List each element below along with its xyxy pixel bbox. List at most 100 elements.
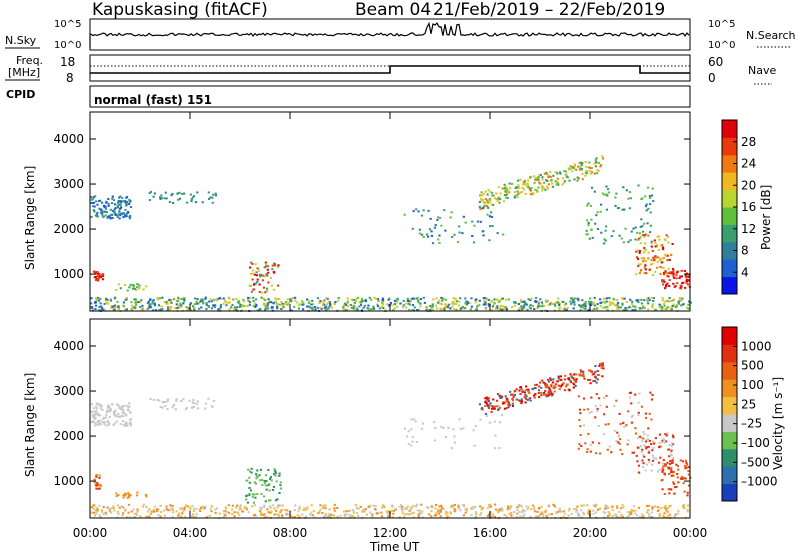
echo-cell <box>104 416 108 419</box>
echo-cell <box>478 299 481 302</box>
echo-cell <box>501 509 504 512</box>
echo-cell <box>484 198 487 201</box>
echo-cell <box>259 479 262 482</box>
echo-cell <box>544 383 547 386</box>
echo-cell <box>462 503 465 506</box>
echo-cell <box>660 308 663 311</box>
echo-cell <box>488 239 491 242</box>
echo-cell <box>210 300 213 303</box>
echo-cell <box>489 199 492 202</box>
echo-cell <box>330 513 333 516</box>
echo-cell <box>554 386 557 389</box>
echo-cell <box>438 217 442 220</box>
echo-cell <box>133 515 137 518</box>
echo-cell <box>352 307 355 310</box>
echo-cell <box>538 173 541 176</box>
echo-cell <box>286 303 289 306</box>
echo-cell <box>548 175 551 178</box>
echo-cell <box>459 427 462 430</box>
echo-cell <box>498 301 501 304</box>
echo-cell <box>672 274 675 277</box>
echo-cell <box>488 503 491 506</box>
echo-cell <box>393 508 397 511</box>
echo-cell <box>502 401 505 404</box>
echo-cell <box>263 504 266 507</box>
echo-cell <box>663 506 666 509</box>
echo-cell <box>145 495 148 498</box>
echo-cell <box>682 482 685 485</box>
echo-cell <box>637 464 641 467</box>
echo-cell <box>597 397 601 400</box>
echo-cell <box>564 174 567 177</box>
echo-cell <box>297 510 300 513</box>
echo-cell <box>449 216 452 219</box>
echo-cell <box>222 509 225 512</box>
echo-cell <box>430 510 433 513</box>
echo-cell <box>521 186 524 189</box>
echo-cell <box>553 385 556 388</box>
echo-cell <box>148 516 151 519</box>
echo-cell <box>589 166 592 169</box>
echo-cell <box>159 406 162 409</box>
echo-cell <box>578 168 581 171</box>
echo-cell <box>598 452 602 455</box>
echo-cell <box>405 506 408 509</box>
echo-cell <box>194 201 198 204</box>
echo-cell <box>462 215 465 218</box>
echo-cell <box>586 204 589 207</box>
x-tick-label: 16:00 <box>473 526 508 540</box>
echo-cell <box>125 308 128 311</box>
echo-cell <box>537 300 540 303</box>
echo-cell <box>246 304 249 307</box>
echo-cell <box>360 298 364 301</box>
echo-cell <box>456 240 460 243</box>
echo-cell <box>237 512 240 515</box>
echo-cell <box>464 302 467 305</box>
echo-cell <box>272 302 275 305</box>
echo-cell <box>189 508 192 511</box>
echo-cell <box>433 514 437 517</box>
echo-cell <box>113 509 116 512</box>
echo-cell <box>551 381 555 384</box>
echo-cell <box>107 204 110 207</box>
echo-cell <box>105 301 108 304</box>
echo-cell <box>110 213 113 216</box>
echo-cell <box>487 513 491 516</box>
colorbar-tick-label: 8 <box>741 244 749 258</box>
echo-cell <box>645 447 648 450</box>
echo-cell <box>136 283 139 286</box>
echo-cell <box>100 509 104 512</box>
echo-cell <box>646 299 649 302</box>
echo-cell <box>511 397 514 400</box>
echo-cell <box>183 192 186 195</box>
echo-cell <box>95 487 98 490</box>
echo-cell <box>257 269 261 272</box>
echo-cell <box>658 257 662 260</box>
echo-cell <box>593 162 596 165</box>
echo-cell <box>407 513 410 516</box>
echo-cell <box>662 465 665 468</box>
echo-cell <box>549 379 553 382</box>
colorbar-tick-label: 16 <box>741 200 756 214</box>
colorbar-segment <box>722 448 737 467</box>
echo-cell <box>426 306 429 309</box>
nsky-panel: N.Sky 10^5 10^0 10^5 10^0 N.Search <box>5 18 796 51</box>
echo-cell <box>672 470 675 473</box>
echo-cell <box>495 198 498 201</box>
echo-cell <box>420 512 423 515</box>
echo-cell <box>610 451 613 454</box>
echo-cell <box>595 157 598 160</box>
echo-cell <box>100 305 103 308</box>
echo-cell <box>630 511 633 514</box>
echo-cell <box>271 504 274 507</box>
echo-cell <box>117 412 120 415</box>
echo-cell <box>528 392 531 395</box>
echo-cell <box>320 307 323 310</box>
echo-cell <box>267 271 270 274</box>
echo-cell <box>327 301 330 304</box>
echo-cell <box>265 263 268 266</box>
echo-cell <box>586 219 589 222</box>
echo-cell <box>654 437 657 440</box>
echo-cell <box>637 301 640 304</box>
echo-cell <box>426 506 429 509</box>
